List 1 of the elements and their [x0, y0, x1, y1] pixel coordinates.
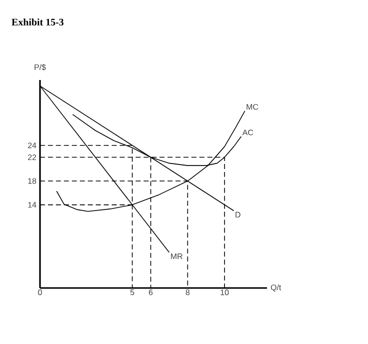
chart-title: Exhibit 15-3	[12, 18, 64, 26]
